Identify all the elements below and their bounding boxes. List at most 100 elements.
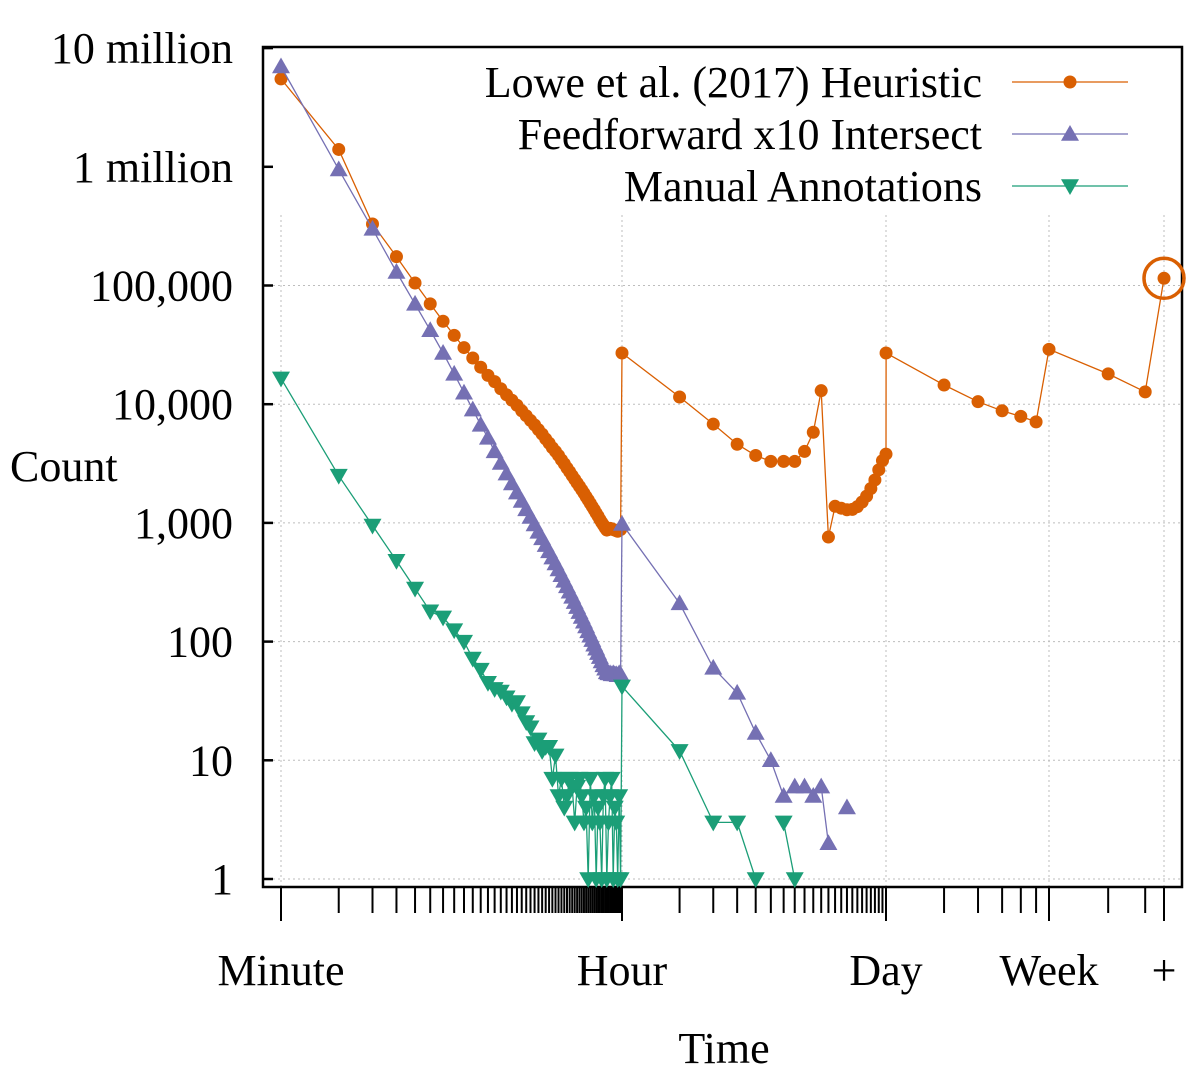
x-axis: Minute Hour Day Week + — [217, 887, 1176, 995]
data-point — [577, 800, 596, 817]
data-point — [457, 341, 471, 355]
data-point — [611, 665, 630, 682]
x-tick-label: Day — [849, 946, 922, 995]
data-point — [363, 518, 382, 535]
data-point — [730, 437, 744, 451]
data-point — [746, 872, 765, 888]
x-axis-title: Time — [678, 1024, 769, 1073]
overflow-highlight-ring — [1142, 256, 1186, 301]
data-point — [798, 444, 812, 458]
data-point — [1138, 385, 1152, 399]
data-point — [611, 872, 630, 888]
data-point — [329, 468, 348, 485]
data-point — [406, 581, 425, 598]
data-point — [607, 815, 626, 832]
data-point — [764, 454, 778, 468]
data-point — [777, 454, 791, 468]
data-point — [463, 651, 482, 668]
data-point — [471, 662, 490, 679]
data-point — [837, 798, 856, 815]
data-point — [406, 294, 425, 311]
data-point — [272, 57, 290, 74]
data-point — [581, 771, 600, 788]
data-point — [363, 219, 382, 236]
plot-frame — [261, 45, 1184, 889]
series-0 — [274, 72, 1171, 544]
data-point — [795, 777, 814, 794]
data-point — [821, 530, 835, 544]
data-point — [806, 425, 820, 439]
data-point — [728, 815, 747, 832]
legend: Lowe et al. (2017) HeuristicFeedforward … — [485, 58, 1128, 211]
y-axis: 1 10 100 1,000 10,000 100,000 1 million 10 mill… — [51, 24, 273, 904]
data-point — [507, 695, 526, 711]
x-tick-label: Hour — [577, 946, 668, 995]
data-point — [387, 553, 406, 570]
data-point — [706, 417, 720, 431]
series-1 — [272, 57, 856, 851]
legend-label: Manual Annotations — [624, 162, 982, 211]
data-point — [868, 473, 882, 487]
data-point — [272, 371, 290, 388]
data-point — [728, 683, 747, 700]
legend-label: Lowe et al. (2017) Heuristic — [485, 58, 982, 107]
data-point — [761, 751, 780, 768]
data-point — [329, 160, 348, 177]
data-point — [602, 771, 621, 788]
data-point — [819, 834, 838, 851]
data-point — [434, 343, 453, 360]
data-point — [804, 787, 823, 803]
data-point — [879, 346, 893, 360]
data-point — [670, 744, 689, 760]
data-point — [471, 415, 490, 432]
data-point — [1063, 75, 1077, 89]
y-tick-label: 10,000 — [112, 380, 233, 429]
data-point — [434, 610, 453, 627]
data-point — [812, 777, 831, 794]
data-point — [610, 789, 629, 806]
data-point — [478, 428, 497, 445]
data-point — [512, 706, 531, 723]
data-point — [1042, 342, 1056, 356]
grid-lines — [263, 215, 1182, 887]
y-tick-label: 1,000 — [134, 499, 233, 548]
data-point — [274, 72, 288, 86]
legend-label: Feedforward x10 Intersect — [518, 110, 982, 159]
y-tick-label: 100 — [167, 618, 233, 667]
data-point — [673, 390, 687, 404]
y-tick-label: 100,000 — [90, 262, 233, 311]
data-point — [1157, 271, 1171, 285]
data-point — [485, 442, 504, 459]
y-tick-label: 10 million — [51, 24, 233, 73]
data-point — [546, 748, 565, 765]
data-point — [1014, 409, 1028, 423]
x-tick-label: + — [1152, 946, 1177, 995]
x-tick-label: Week — [999, 946, 1098, 995]
data-point — [454, 634, 473, 651]
data-point — [408, 276, 422, 290]
y-tick-label: 1 — [211, 855, 233, 904]
data-point — [785, 872, 804, 888]
data-point — [995, 404, 1009, 418]
data-point — [447, 328, 461, 342]
data-point — [572, 789, 591, 806]
data-point — [613, 514, 631, 531]
data-point — [1101, 367, 1115, 381]
data-point — [589, 800, 608, 817]
data-point — [491, 453, 510, 470]
data-point — [814, 384, 828, 398]
y-tick-label: 1 million — [73, 143, 233, 192]
data-point — [971, 395, 985, 409]
data-point — [879, 447, 893, 461]
data-point — [445, 364, 464, 381]
data-point — [774, 815, 793, 832]
x-tick-label: Minute — [217, 946, 344, 995]
data-point — [1029, 415, 1043, 429]
data-point — [704, 658, 723, 675]
series-layer — [272, 57, 1171, 888]
data-point — [421, 321, 440, 337]
data-point — [540, 740, 559, 756]
data-point — [387, 262, 406, 279]
data-point — [774, 787, 793, 803]
